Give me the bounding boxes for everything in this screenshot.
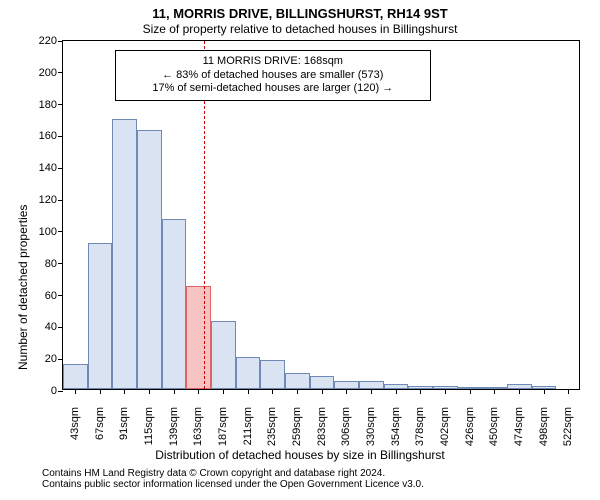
x-tick-label: 43sqm: [69, 407, 81, 440]
y-tick-mark: [58, 168, 63, 169]
footer-line: Contains HM Land Registry data © Crown c…: [42, 468, 600, 479]
histogram-bar: [334, 381, 359, 389]
x-tick-mark: [174, 389, 175, 394]
x-tick-mark: [494, 389, 495, 394]
x-tick-label: 211sqm: [242, 407, 254, 445]
chart-title: 11, MORRIS DRIVE, BILLINGSHURST, RH14 9S…: [0, 6, 600, 21]
x-tick-mark: [470, 389, 471, 394]
x-tick-mark: [420, 389, 421, 394]
x-tick-label: 235sqm: [266, 407, 278, 446]
histogram-bar: [211, 321, 236, 389]
x-tick-label: 67sqm: [94, 407, 106, 440]
y-tick-label: 60: [45, 290, 57, 302]
x-tick-mark: [248, 389, 249, 394]
infobox-line: ← 83% of detached houses are smaller (57…: [120, 69, 426, 83]
y-tick-label: 220: [39, 35, 57, 47]
histogram-bar: [310, 376, 335, 389]
y-tick-label: 20: [45, 353, 57, 365]
x-tick-label: 522sqm: [562, 407, 574, 446]
y-tick-label: 200: [39, 67, 57, 79]
y-tick-label: 120: [39, 194, 57, 206]
x-tick-label: 306sqm: [340, 407, 352, 446]
y-tick-label: 180: [39, 99, 57, 111]
x-tick-label: 163sqm: [192, 407, 204, 446]
infobox-line: 11 MORRIS DRIVE: 168sqm: [120, 55, 426, 69]
x-tick-label: 450sqm: [488, 407, 500, 446]
x-tick-label: 354sqm: [390, 407, 402, 446]
x-tick-label: 498sqm: [538, 407, 550, 446]
x-tick-label: 402sqm: [439, 407, 451, 446]
histogram-bar: [236, 357, 261, 389]
x-tick-mark: [100, 389, 101, 394]
x-tick-label: 259sqm: [291, 407, 303, 446]
x-tick-mark: [322, 389, 323, 394]
y-tick-label: 160: [39, 130, 57, 142]
x-tick-mark: [371, 389, 372, 394]
histogram-bar: [162, 219, 187, 389]
x-tick-mark: [544, 389, 545, 394]
x-tick-label: 330sqm: [365, 407, 377, 446]
y-tick-mark: [58, 136, 63, 137]
y-tick-mark: [58, 104, 63, 105]
x-tick-mark: [124, 389, 125, 394]
y-tick-label: 140: [39, 162, 57, 174]
histogram-bar: [112, 119, 137, 389]
histogram-bar: [359, 381, 384, 389]
y-tick-mark: [58, 359, 63, 360]
x-tick-label: 378sqm: [414, 407, 426, 446]
y-tick-label: 80: [45, 258, 57, 270]
y-tick-label: 0: [51, 385, 57, 397]
histogram-bar: [285, 373, 310, 389]
x-tick-mark: [272, 389, 273, 394]
y-tick-mark: [58, 263, 63, 264]
x-tick-label: 139sqm: [168, 407, 180, 446]
x-axis-label: Distribution of detached houses by size …: [0, 448, 600, 462]
histogram-bar: [137, 130, 162, 389]
x-tick-mark: [519, 389, 520, 394]
chart-subtitle: Size of property relative to detached ho…: [0, 22, 600, 36]
y-tick-mark: [58, 231, 63, 232]
x-tick-mark: [223, 389, 224, 394]
y-tick-label: 100: [39, 226, 57, 238]
histogram-bar: [63, 364, 88, 389]
summary-infobox: 11 MORRIS DRIVE: 168sqm← 83% of detached…: [115, 50, 431, 101]
y-tick-mark: [58, 200, 63, 201]
infobox-line: 17% of semi-detached houses are larger (…: [120, 82, 426, 96]
x-tick-label: 115sqm: [143, 407, 155, 445]
chart-root: 11, MORRIS DRIVE, BILLINGSHURST, RH14 9S…: [0, 0, 600, 500]
histogram-bar: [186, 286, 211, 389]
x-tick-label: 474sqm: [513, 407, 525, 446]
y-tick-mark: [58, 72, 63, 73]
footer-attribution: Contains HM Land Registry data © Crown c…: [42, 468, 600, 490]
x-tick-mark: [75, 389, 76, 394]
x-tick-label: 187sqm: [217, 407, 229, 446]
histogram-bar: [88, 243, 113, 389]
histogram-bar: [260, 360, 285, 389]
x-tick-mark: [568, 389, 569, 394]
x-tick-mark: [149, 389, 150, 394]
y-tick-mark: [58, 327, 63, 328]
y-tick-mark: [58, 391, 63, 392]
x-tick-mark: [396, 389, 397, 394]
y-tick-mark: [58, 41, 63, 42]
y-tick-mark: [58, 295, 63, 296]
x-tick-label: 283sqm: [316, 407, 328, 446]
plot-area: 02040608010012014016018020022043sqm67sqm…: [62, 40, 580, 390]
x-tick-mark: [198, 389, 199, 394]
footer-line: Contains public sector information licen…: [42, 479, 600, 490]
x-tick-label: 426sqm: [464, 407, 476, 446]
x-tick-mark: [346, 389, 347, 394]
y-axis-label: Number of detached properties: [16, 205, 30, 370]
x-tick-mark: [445, 389, 446, 394]
x-tick-mark: [297, 389, 298, 394]
x-tick-label: 91sqm: [118, 407, 130, 440]
y-tick-label: 40: [45, 321, 57, 333]
